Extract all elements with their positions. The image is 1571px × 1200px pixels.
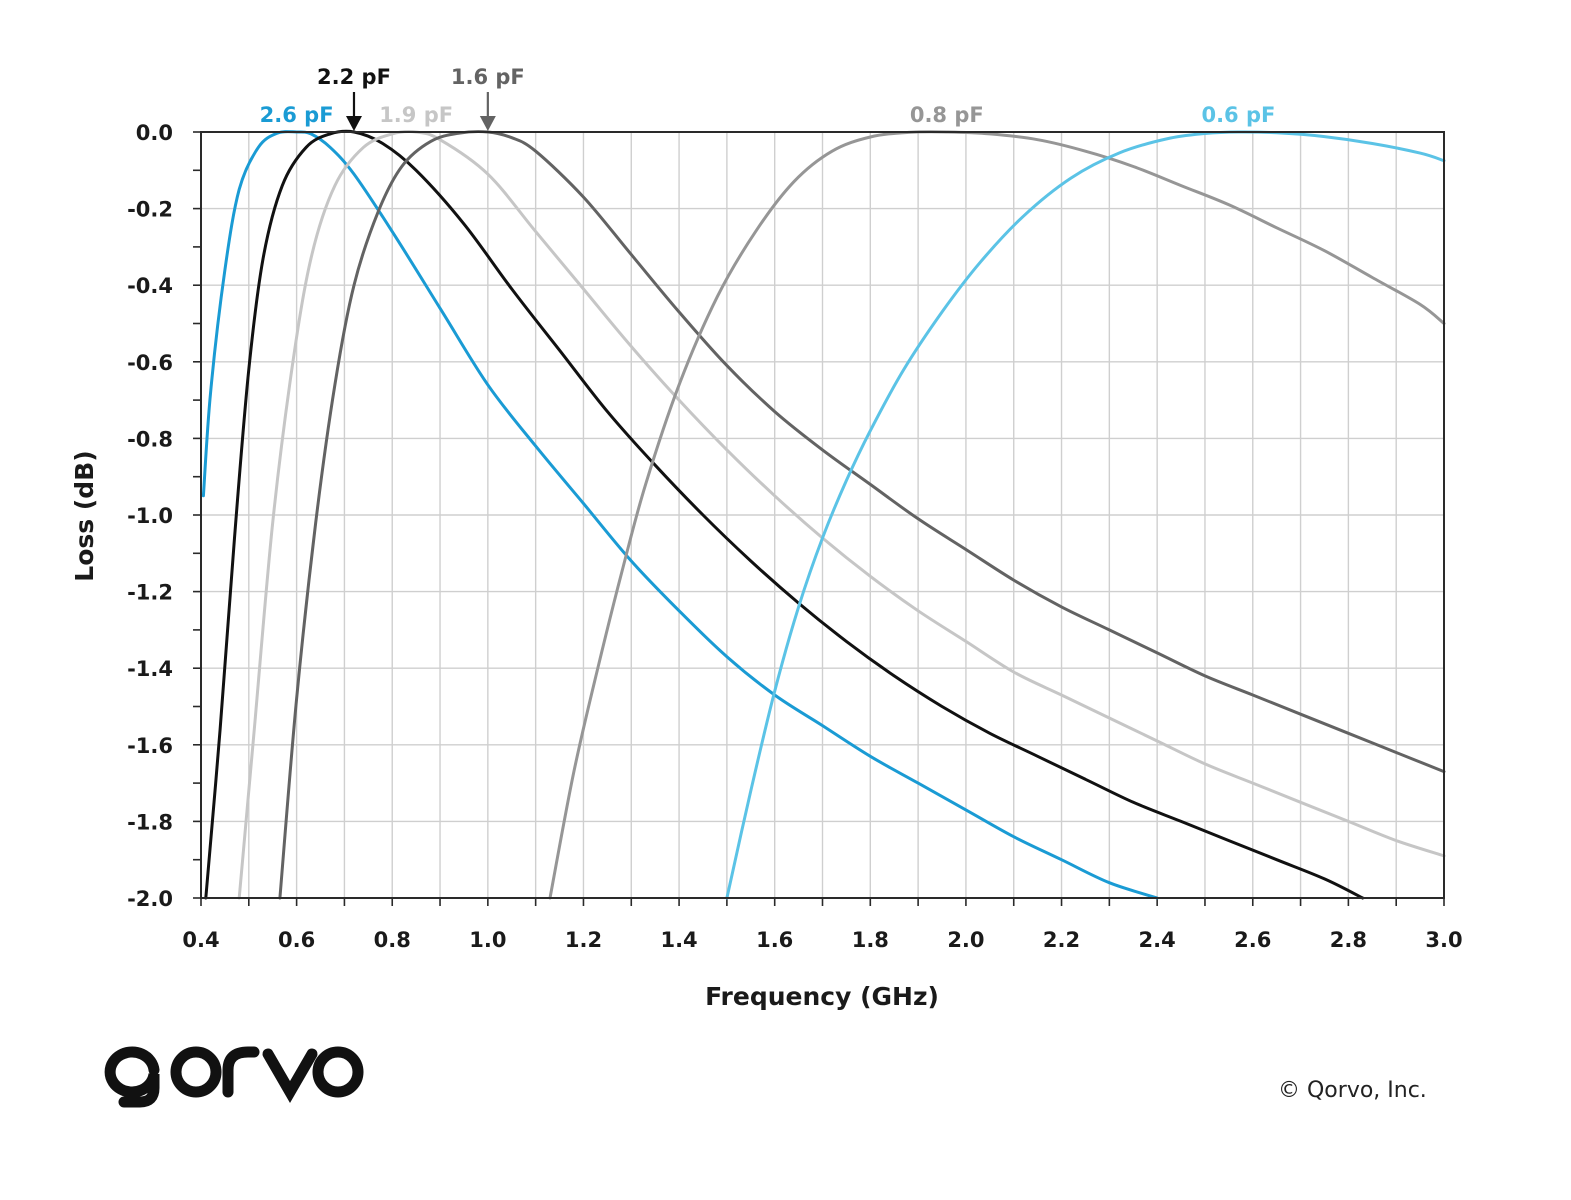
series-line-2-2-pf bbox=[204, 129, 1365, 900]
series-labels: 2.6 pF 2.2 pF 1.9 pF 1.6 pF 0.8 pF 0.6 pF bbox=[260, 65, 1275, 131]
y-tick-label: -1.2 bbox=[127, 581, 173, 605]
peak-arrow-head bbox=[479, 116, 496, 131]
series-label-0-8-pf: 0.8 pF bbox=[910, 103, 984, 127]
peak-arrow-head bbox=[345, 116, 362, 131]
x-tick-label: 2.8 bbox=[1330, 928, 1367, 952]
qorvo-logo bbox=[104, 1046, 364, 1108]
series-line-0-6-pf bbox=[725, 130, 1446, 900]
x-tick-label: 1.8 bbox=[852, 928, 889, 952]
x-tick-label: 0.4 bbox=[182, 928, 219, 952]
y-tick-label: -0.4 bbox=[127, 274, 173, 298]
y-tick-label: 0.0 bbox=[136, 121, 173, 145]
series-line-0-8-pf bbox=[548, 130, 1446, 900]
x-tick-labels: 0.4 0.6 0.8 1.0 1.2 1.4 1.6 1.8 2.0 2.2 2.4 2.6 2.8 3… bbox=[182, 928, 1462, 952]
y-tick-label: -1.6 bbox=[127, 734, 173, 758]
x-tick-label: 1.0 bbox=[469, 928, 506, 952]
y-tick-label: -0.8 bbox=[127, 427, 173, 451]
series-line-1-9-pf bbox=[237, 130, 1446, 900]
plot-frame bbox=[200, 131, 1445, 899]
series-line-2-6-pf bbox=[201, 130, 1159, 900]
x-tick-label: 2.4 bbox=[1139, 928, 1176, 952]
x-tick-label: 0.6 bbox=[278, 928, 315, 952]
x-tick-label: 1.6 bbox=[756, 928, 793, 952]
series-label-1-9-pf: 1.9 pF bbox=[379, 103, 453, 127]
y-tick-label: -1.8 bbox=[127, 810, 173, 834]
series-label-2-6-pf: 2.6 pF bbox=[260, 103, 334, 127]
y-tick-label: -1.0 bbox=[127, 504, 173, 528]
copyright-text: © Qorvo, Inc. bbox=[1278, 1078, 1427, 1103]
y-axis-title: Loss (dB) bbox=[70, 450, 99, 581]
series-label-2-2-pf: 2.2 pF bbox=[317, 65, 391, 89]
x-tick-label: 2.6 bbox=[1234, 928, 1271, 952]
series-label-0-6-pf: 0.6 pF bbox=[1201, 103, 1275, 127]
x-tick-label: 3.0 bbox=[1425, 928, 1462, 952]
x-tick-label: 1.4 bbox=[660, 928, 697, 952]
series-curves bbox=[201, 129, 1446, 900]
x-tick-label: 2.0 bbox=[947, 928, 984, 952]
grid-lines bbox=[200, 131, 1445, 899]
x-axis-title: Frequency (GHz) bbox=[705, 982, 939, 1011]
minor-ticks bbox=[193, 131, 1445, 906]
x-tick-label: 0.8 bbox=[374, 928, 411, 952]
y-tick-labels: 0.0 -0.2 -0.4 -0.6 -0.8 -1.0 -1.2 -1.4 -1.6 -1.8 -… bbox=[127, 121, 173, 911]
y-tick-label: -0.2 bbox=[127, 198, 173, 222]
series-line-1-6-pf bbox=[278, 130, 1446, 900]
y-tick-label: -1.4 bbox=[127, 657, 173, 681]
x-tick-label: 1.2 bbox=[565, 928, 602, 952]
series-label-1-6-pf: 1.6 pF bbox=[451, 65, 525, 89]
y-tick-label: -2.0 bbox=[127, 887, 173, 911]
x-tick-label: 2.2 bbox=[1043, 928, 1080, 952]
y-tick-label: -0.6 bbox=[127, 351, 173, 375]
